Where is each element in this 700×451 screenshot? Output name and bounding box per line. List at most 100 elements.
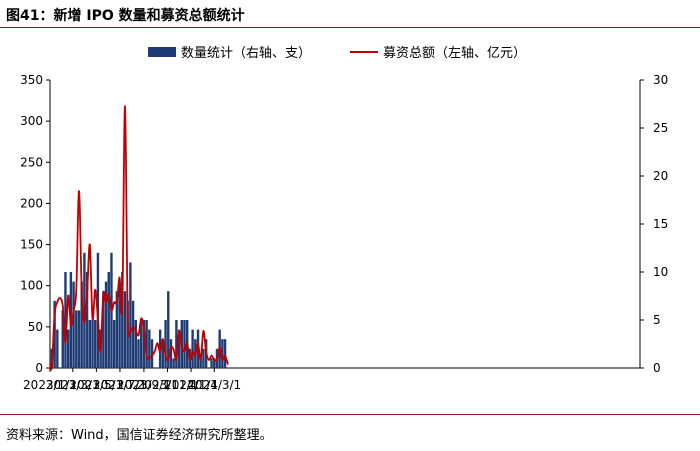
bar xyxy=(131,300,135,368)
bar xyxy=(221,339,224,368)
bar xyxy=(169,339,173,368)
figure-title: 图41：新增 IPO 数量和募资总额统计 xyxy=(6,8,245,24)
line-point xyxy=(191,350,194,353)
line-point xyxy=(129,330,132,332)
line-point xyxy=(118,276,121,279)
y-right-tick-label: 30 xyxy=(653,73,668,87)
y-left-tick-label: 300 xyxy=(20,114,43,128)
legend-bar-swatch xyxy=(148,47,176,57)
line-point xyxy=(59,297,61,299)
legend-bar-label: 数量统计（右轴、支） xyxy=(181,46,311,61)
y-left-tick-label: 250 xyxy=(20,155,43,169)
line-point xyxy=(53,313,56,316)
line-point xyxy=(86,293,88,295)
line-point xyxy=(64,342,67,345)
x-tick-label: 2023/7/1 xyxy=(93,378,147,392)
line-point xyxy=(110,309,113,312)
legend: 数量统计（右轴、支） 募资总额（左轴、亿元） xyxy=(148,46,526,61)
bar xyxy=(112,320,116,368)
line-point xyxy=(75,288,78,291)
line-point xyxy=(97,317,99,320)
line-point xyxy=(105,301,107,304)
line-point xyxy=(143,326,145,328)
bar xyxy=(94,320,97,368)
line-point xyxy=(186,342,189,345)
bar xyxy=(134,320,138,368)
line-point xyxy=(132,326,135,328)
bar xyxy=(85,272,89,368)
y-right-tick-label: 0 xyxy=(653,361,661,375)
line-point xyxy=(164,354,167,357)
line-point xyxy=(189,358,191,361)
bar xyxy=(104,281,108,368)
line-point xyxy=(151,354,153,357)
bar xyxy=(213,358,216,368)
bar xyxy=(75,310,78,368)
line-point xyxy=(107,293,110,295)
bar xyxy=(191,329,194,368)
line-point xyxy=(83,321,86,324)
line-point xyxy=(126,313,129,316)
line-point xyxy=(183,350,186,353)
line-point xyxy=(178,330,181,332)
line-point xyxy=(70,324,72,327)
bar xyxy=(196,329,200,368)
bar xyxy=(167,291,170,368)
line-point xyxy=(80,288,83,291)
line-point xyxy=(145,354,148,357)
line-point xyxy=(67,294,70,297)
line-point xyxy=(113,301,116,304)
bar xyxy=(199,358,202,368)
x-tick-label: 2024/1/1 xyxy=(164,378,218,392)
line-point xyxy=(159,350,162,353)
line-point xyxy=(221,358,224,361)
line-point xyxy=(61,305,64,308)
y-right-tick-label: 5 xyxy=(653,313,661,327)
bar xyxy=(64,272,67,368)
line-point xyxy=(197,342,199,345)
bar xyxy=(121,272,124,368)
line-point xyxy=(205,350,208,353)
line-point xyxy=(153,350,156,353)
x-tick-label: 2023/1/1 xyxy=(23,378,77,392)
line-point xyxy=(102,293,105,295)
bar xyxy=(107,272,110,368)
bar xyxy=(83,252,86,368)
x-tick-label: 2023/5/1 xyxy=(69,378,123,392)
line-point xyxy=(156,342,159,345)
bar xyxy=(183,320,186,368)
line-point xyxy=(208,358,210,361)
bar xyxy=(66,329,70,368)
title-rule xyxy=(0,27,700,28)
line-point xyxy=(210,354,213,357)
bar xyxy=(223,339,227,368)
line-point xyxy=(99,350,102,353)
bar xyxy=(56,329,59,368)
tick-labels: 0 50 100 150 200 250 300 350 0 5 10 15 20 25 30 2023/1/… xyxy=(20,73,668,392)
line-point xyxy=(226,363,229,365)
x-tick-label: 2023/9/1 xyxy=(117,378,171,392)
bar xyxy=(145,320,148,368)
bar xyxy=(88,320,92,368)
line-point xyxy=(49,363,51,365)
line-point xyxy=(162,338,164,341)
line-point xyxy=(180,346,183,349)
y-left-tick-label: 50 xyxy=(28,320,43,334)
line-point xyxy=(116,301,118,304)
line-point xyxy=(167,358,170,361)
legend-line-label: 募资总额（左轴、亿元） xyxy=(383,46,526,61)
bar xyxy=(115,291,119,368)
bar xyxy=(164,320,167,368)
line-point xyxy=(218,346,221,349)
bar xyxy=(137,339,140,368)
line-point xyxy=(94,288,97,291)
line-point xyxy=(88,243,91,246)
bar xyxy=(129,262,132,368)
bar xyxy=(53,300,56,368)
line-point xyxy=(213,358,216,361)
bar xyxy=(177,329,181,368)
line-point xyxy=(137,334,140,336)
y-left-tick-label: 350 xyxy=(20,73,43,87)
x-tick-label: 2023/3/1 xyxy=(46,378,100,392)
